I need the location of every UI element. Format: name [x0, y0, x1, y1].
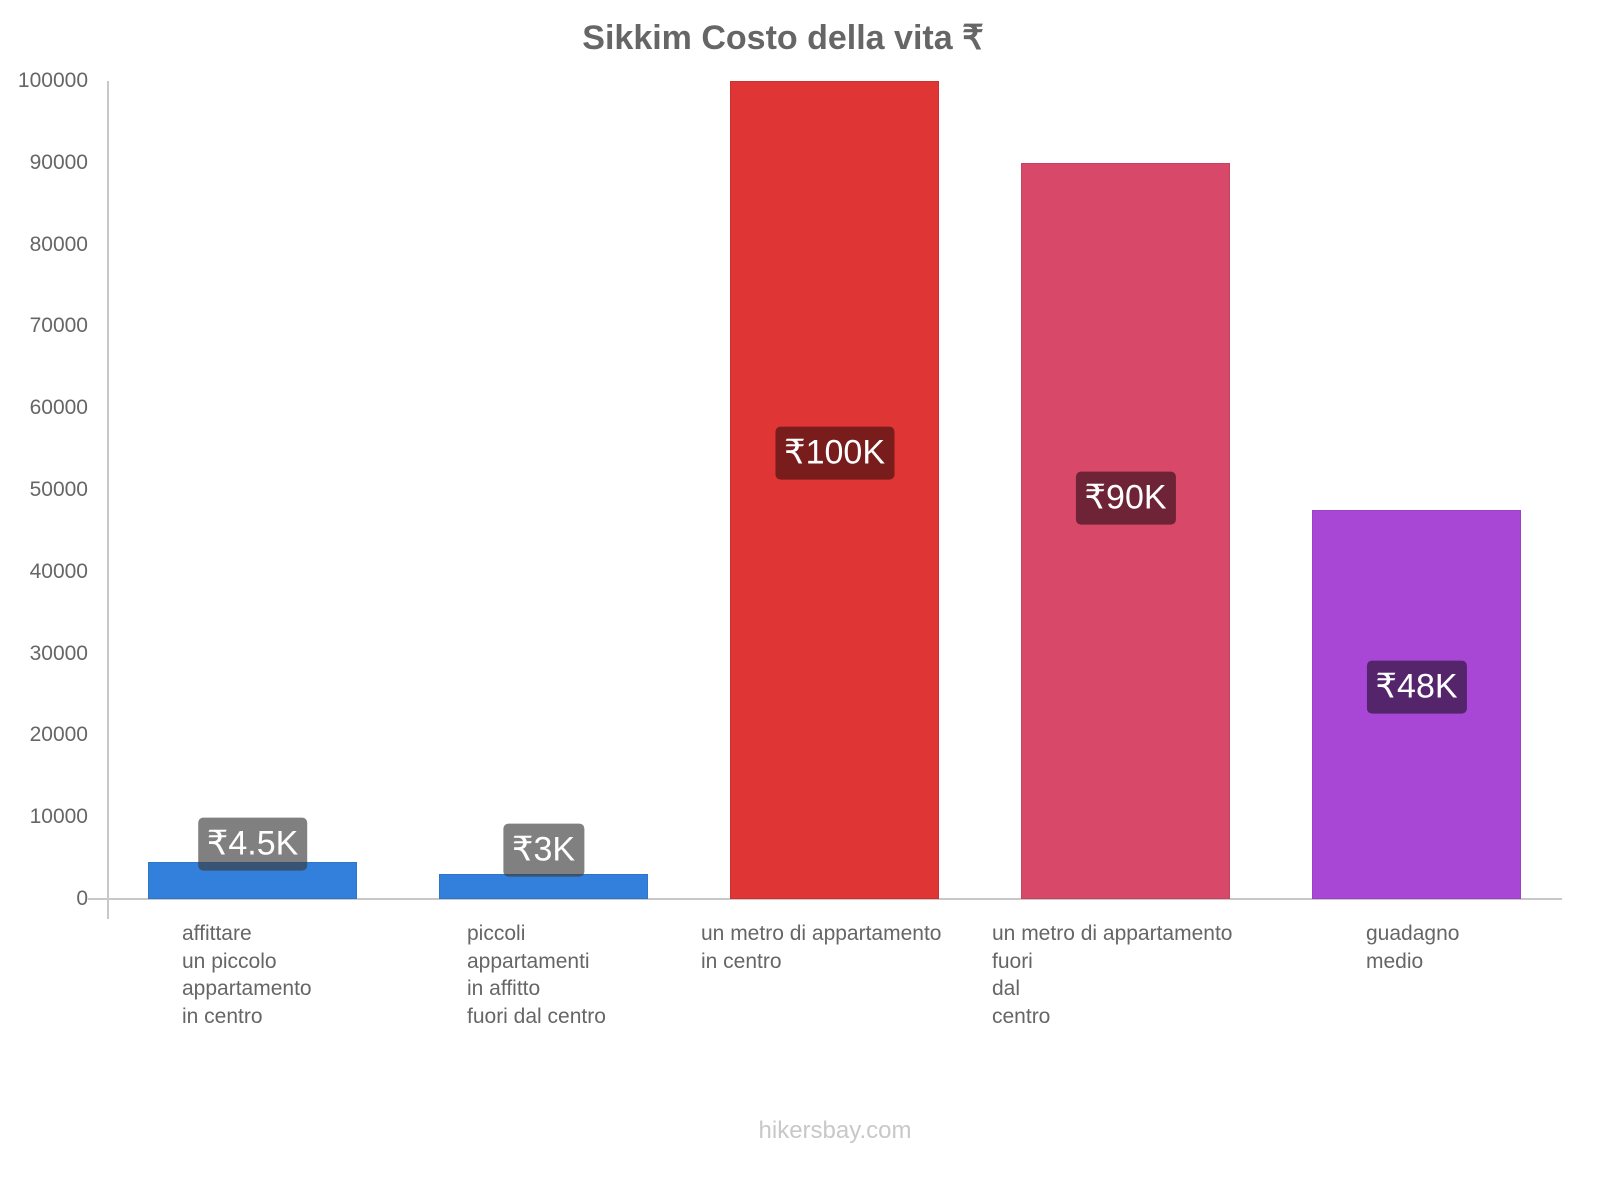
- bar-rent-small-apartment-outside: [439, 874, 648, 899]
- value-label: ₹100K: [774, 426, 895, 480]
- value-label: ₹90K: [1075, 471, 1176, 525]
- y-tick: 100000: [17, 69, 88, 92]
- y-tick: 80000: [29, 232, 88, 256]
- y-tick: 40000: [29, 559, 88, 583]
- x-label: un metro di appartamento in centro: [701, 922, 942, 973]
- value-label: ₹48K: [1366, 660, 1467, 714]
- y-tick: 60000: [29, 396, 88, 420]
- y-tick: 30000: [29, 641, 88, 665]
- chart-title: Sikkim Costo della vita ₹: [582, 19, 984, 57]
- y-tick: 20000: [29, 723, 88, 747]
- value-label: ₹3K: [502, 824, 585, 877]
- y-tick: 70000: [29, 314, 88, 338]
- value-label: ₹4.5K: [197, 817, 308, 871]
- x-axis-line: [88, 898, 1562, 900]
- y-axis-line: [107, 81, 109, 919]
- bar-price-sqm-outside: [1021, 162, 1230, 899]
- x-label: un metro di appartamento fuori dal centr…: [992, 922, 1233, 1028]
- x-label: piccoli appartamenti in affitto fuori da…: [467, 922, 606, 1028]
- x-label: guadagno medio: [1366, 922, 1460, 973]
- y-tick: 10000: [29, 805, 88, 829]
- y-tick: 0: [76, 887, 88, 910]
- bar-price-sqm-center: [730, 81, 939, 899]
- x-label: affittare un piccolo appartamento in cen…: [182, 922, 312, 1028]
- y-tick: 50000: [29, 478, 88, 501]
- footer-watermark: hikersbay.com: [758, 1117, 912, 1144]
- y-tick: 90000: [29, 150, 88, 174]
